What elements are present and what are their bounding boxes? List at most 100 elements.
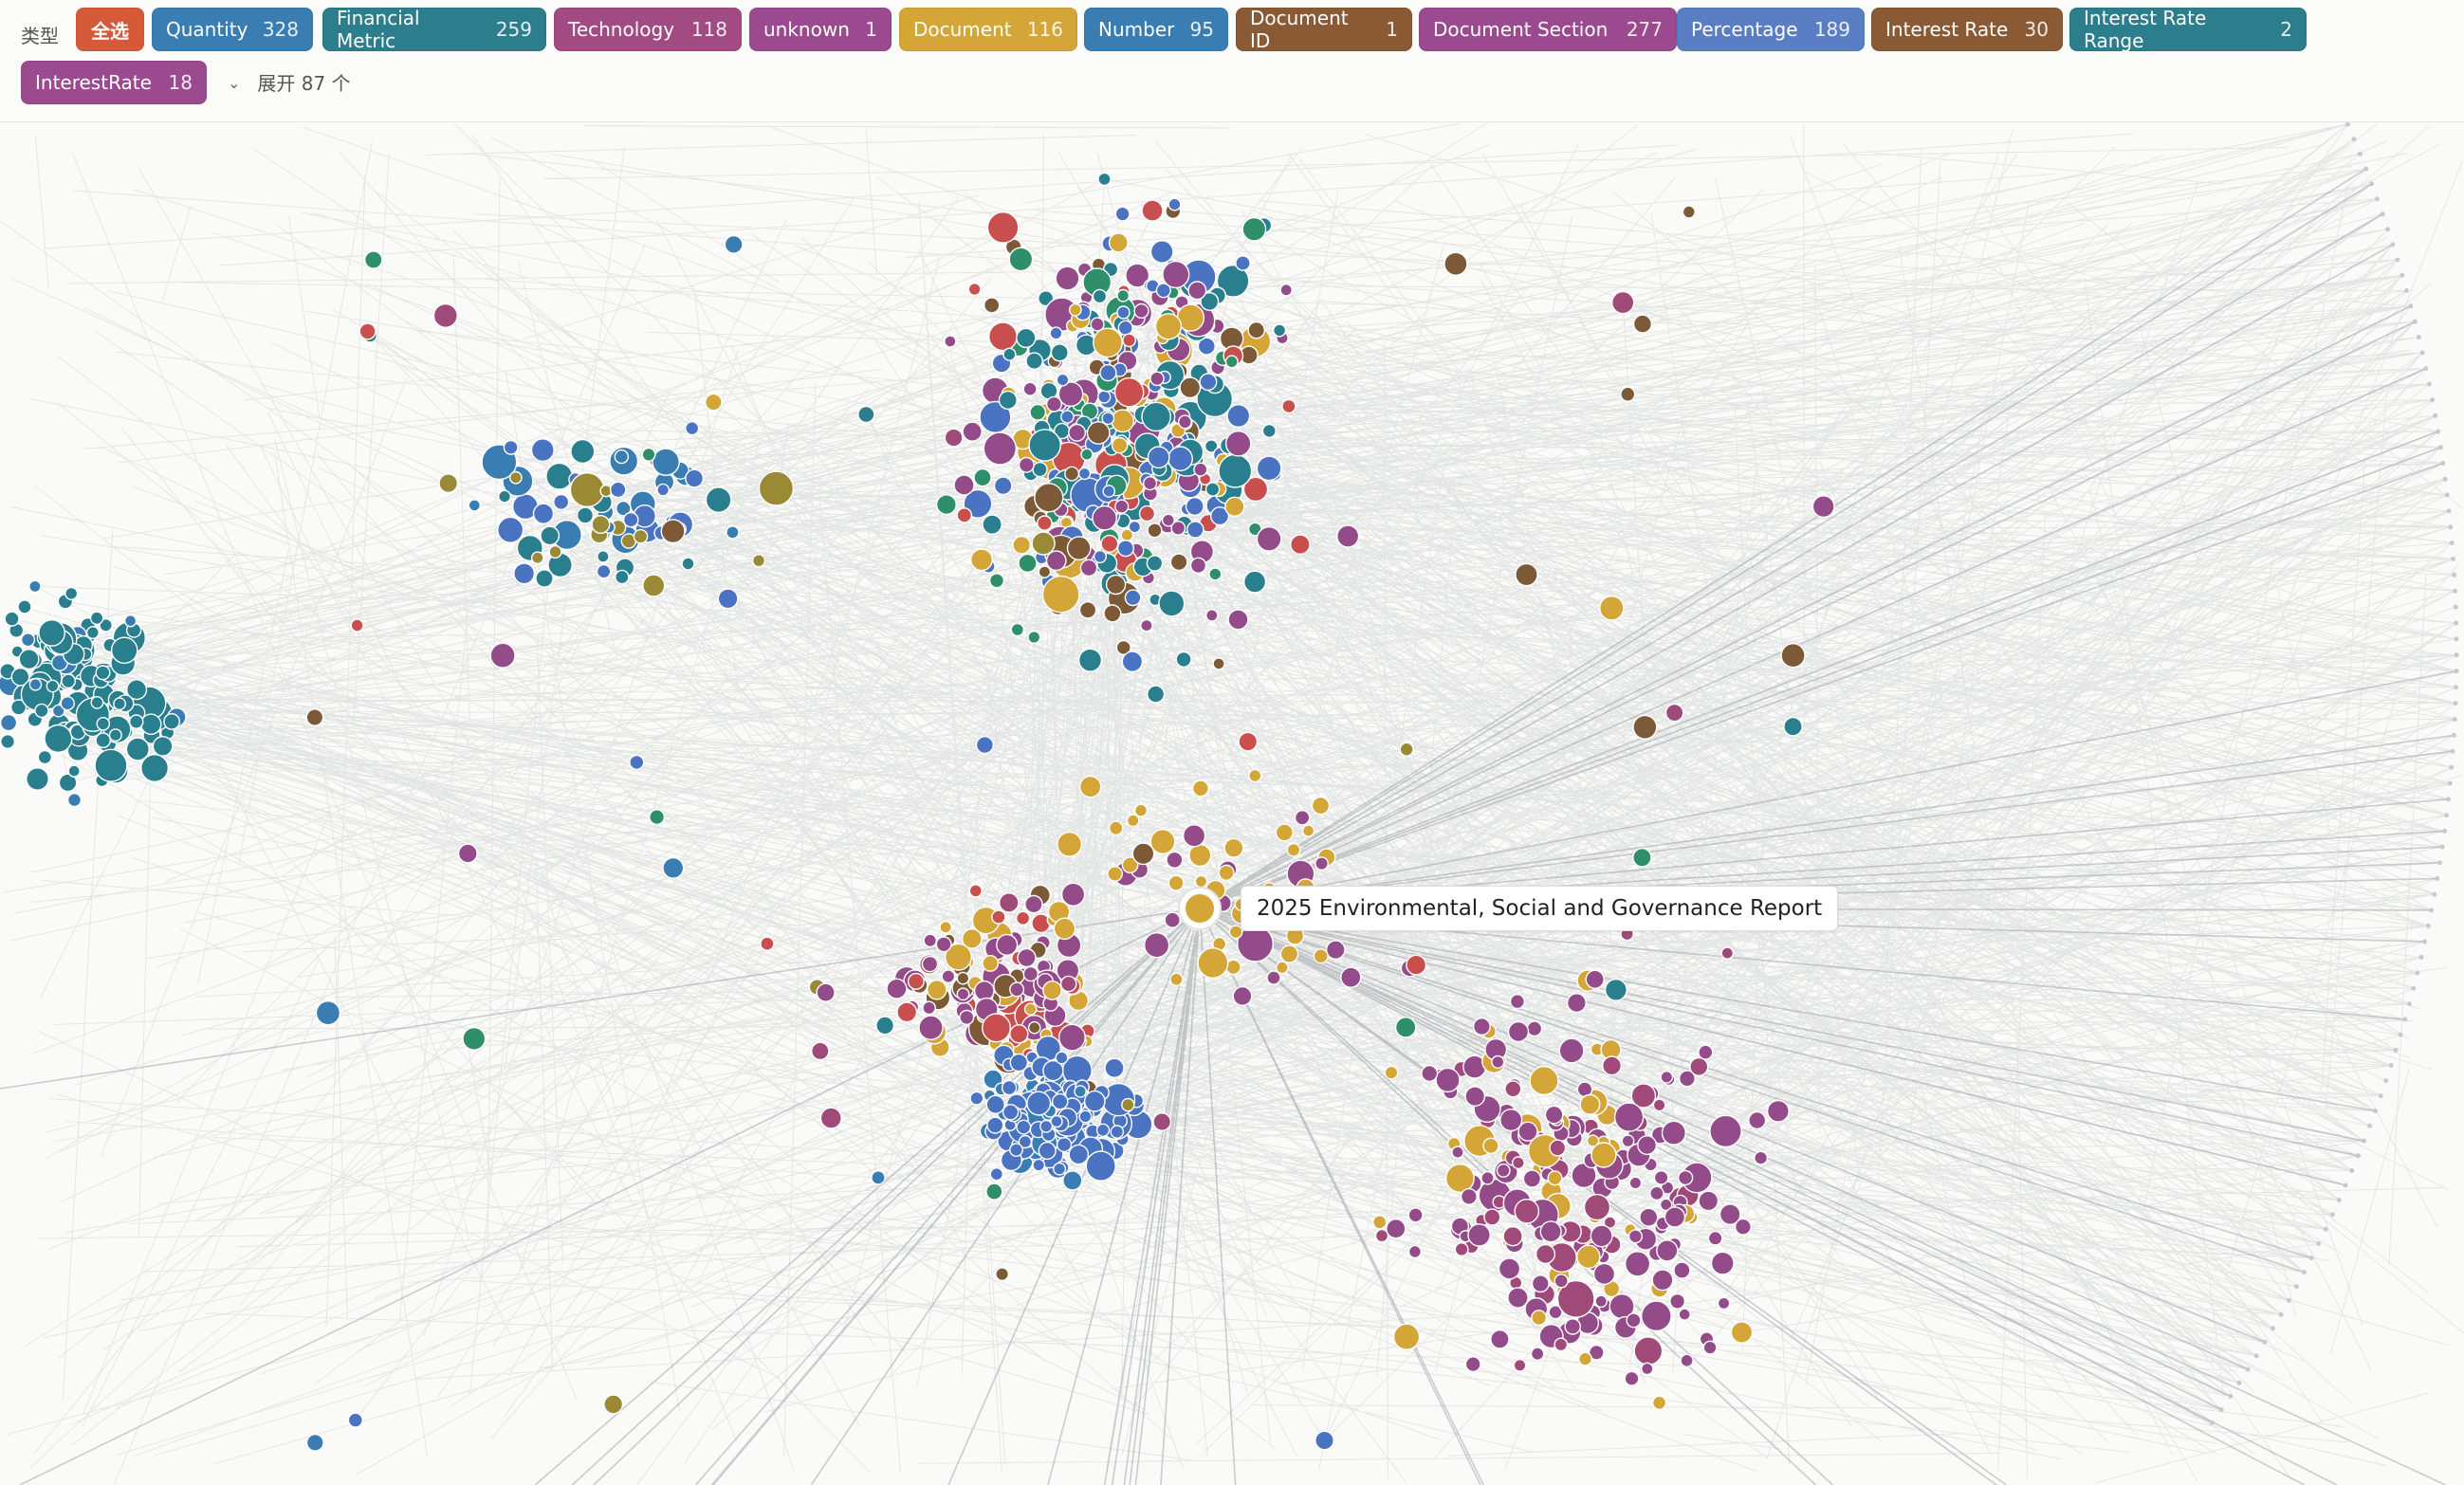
graph-node[interactable] [1218,864,1235,882]
graph-node[interactable] [1078,600,1097,619]
graph-node[interactable] [811,1041,830,1061]
graph-node[interactable] [1018,456,1035,473]
graph-node[interactable] [2453,701,2458,706]
graph-node[interactable] [1632,848,1652,868]
graph-node[interactable] [350,618,364,632]
graph-node[interactable] [1720,946,1735,960]
graph-node[interactable] [633,528,649,544]
graph-node[interactable] [1515,562,1538,587]
graph-node[interactable] [1191,779,1209,798]
graph-node[interactable] [1444,1163,1475,1193]
graph-node[interactable] [1766,1099,1790,1123]
graph-node[interactable] [1579,1093,1601,1115]
graph-node[interactable] [1621,1134,1635,1148]
graph-node[interactable] [576,506,595,524]
graph-node[interactable] [2388,1063,2394,1068]
graph-node[interactable] [1601,1055,1622,1076]
select-all-chip[interactable]: 全选 [76,8,144,51]
graph-node[interactable] [1060,410,1075,424]
graph-node[interactable] [1641,1300,1672,1332]
graph-node[interactable] [1549,1139,1567,1157]
expand-more-toggle[interactable]: ⌄ 展开 87 个 [228,63,351,104]
graph-node[interactable] [2435,876,2440,881]
graph-node[interactable] [1407,1207,1424,1223]
graph-node[interactable] [0,734,16,750]
graph-node[interactable] [1547,1170,1563,1186]
graph-node[interactable] [1529,1065,1559,1096]
graph-node[interactable] [717,588,739,610]
graph-node[interactable] [1149,829,1176,855]
graph-node[interactable] [1531,1310,1548,1327]
graph-node[interactable] [1002,1104,1020,1121]
graph-node[interactable] [857,405,875,424]
graph-node[interactable] [508,470,523,485]
graph-node[interactable] [1042,1059,1064,1082]
graph-node[interactable] [1018,1134,1033,1149]
graph-node[interactable] [981,1013,1011,1043]
graph-node[interactable] [758,470,795,506]
graph-node[interactable] [1507,1287,1529,1309]
graph-node[interactable] [2453,604,2458,610]
graph-node[interactable] [1610,290,1635,315]
graph-node[interactable] [985,1094,1005,1115]
graph-node[interactable] [1079,559,1098,578]
graph-node[interactable] [530,438,555,463]
graph-node[interactable] [2411,985,2417,991]
graph-node[interactable] [1189,557,1207,574]
graph-node[interactable] [1055,1051,1069,1065]
graph-node[interactable] [1116,288,1131,302]
graph-node[interactable] [2444,492,2450,498]
graph-node[interactable] [1208,567,1223,581]
graph-node[interactable] [1062,1170,1083,1191]
graph-node[interactable] [1464,1086,1486,1107]
graph-node[interactable] [1113,376,1145,408]
graph-node[interactable] [28,678,43,691]
graph-node[interactable] [1313,948,1329,964]
type-chip-document-id[interactable]: Document ID 1 [1236,7,1412,52]
graph-node[interactable] [1406,954,1427,976]
graph-node[interactable] [1613,1102,1645,1132]
graph-node[interactable] [1502,1225,1523,1247]
graph-node[interactable] [1104,1057,1125,1078]
graph-node[interactable] [1591,1142,1617,1168]
graph-node[interactable] [1281,398,1296,414]
graph-node[interactable] [2369,181,2375,187]
graph-node[interactable] [986,1116,1004,1134]
graph-node[interactable] [2454,652,2459,658]
graph-node[interactable] [1107,866,1124,882]
graph-node[interactable] [38,619,65,647]
graph-node[interactable] [305,1433,324,1452]
graph-node[interactable] [724,234,744,254]
graph-node[interactable] [1066,536,1092,560]
graph-node[interactable] [1336,524,1360,548]
graph-node[interactable] [2419,350,2425,356]
graph-node[interactable] [956,507,973,523]
graph-node[interactable] [871,1170,886,1185]
graph-node[interactable] [968,884,984,898]
graph-node[interactable] [1074,1085,1087,1098]
type-chip-interest-rate-range[interactable]: Interest Rate Range 2 [2069,7,2307,52]
graph-node[interactable] [2449,541,2455,545]
graph-node[interactable] [2301,1270,2307,1275]
graph-node[interactable] [152,736,174,757]
graph-node[interactable] [1116,540,1134,558]
graph-node[interactable] [1105,574,1127,596]
graph-node[interactable] [1522,1169,1542,1188]
graph-node[interactable] [1443,251,1468,277]
graph-node[interactable] [1045,395,1062,412]
graph-node[interactable] [1100,534,1119,553]
graph-node[interactable] [1275,823,1294,842]
graph-node[interactable] [1256,455,1282,482]
graph-node[interactable] [1279,944,1299,963]
graph-node[interactable] [2323,1226,2328,1232]
graph-node[interactable] [614,449,629,465]
graph-node[interactable] [1276,961,1289,975]
graph-node[interactable] [1115,639,1131,656]
graph-node[interactable] [1111,436,1129,454]
graph-node[interactable] [1018,553,1038,574]
graph-node[interactable] [1325,940,1346,960]
graph-node[interactable] [2415,970,2420,976]
graph-node[interactable] [2425,923,2431,928]
graph-node[interactable] [1224,430,1252,457]
graph-node[interactable] [988,573,1005,589]
